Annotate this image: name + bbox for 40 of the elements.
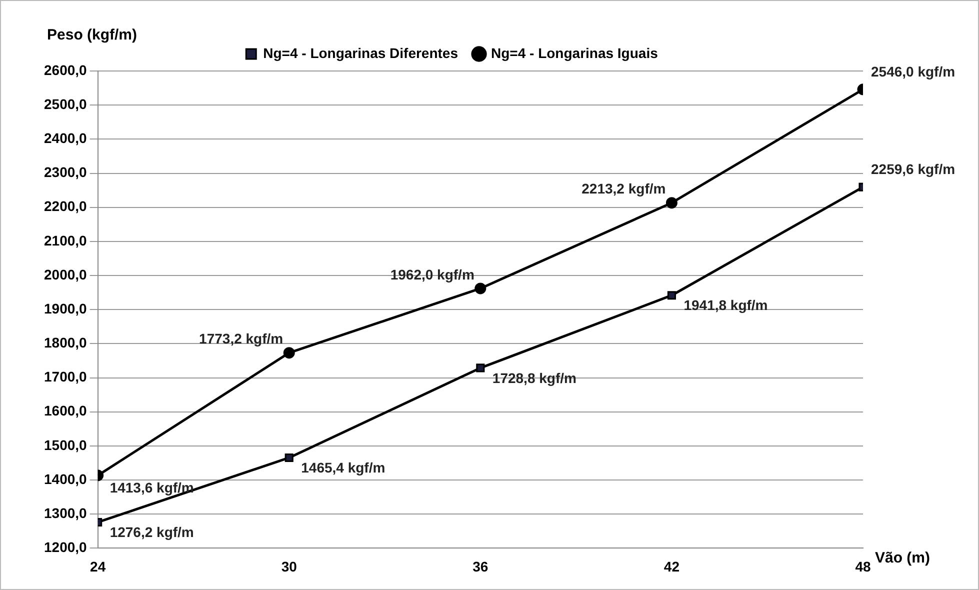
point — [476, 364, 485, 372]
y-tick-label: 1300,0 — [44, 504, 88, 521]
x-tick-label: 36 — [472, 558, 488, 574]
point — [666, 197, 678, 209]
y-tick-label: 2200,0 — [44, 198, 88, 214]
data-label: 1941,8 kgf/m — [684, 297, 768, 314]
y-tick-label: 1500,0 — [44, 436, 88, 453]
legend-label: Ng=4 - Longarinas Iguais — [491, 44, 658, 61]
y-tick-label: 2000,0 — [44, 266, 88, 282]
point — [283, 347, 295, 359]
y-tick-label: 1800,0 — [44, 334, 88, 351]
data-label: 2213,2 kgf/m — [582, 180, 666, 197]
x-tick-label: 42 — [664, 558, 680, 574]
y-tick-label: 2400,0 — [44, 130, 88, 146]
legend-label: Ng=4 - Longarinas Diferentes — [263, 44, 458, 61]
data-label: 2546,0 kgf/m — [871, 63, 956, 80]
y-tick-label: 1600,0 — [44, 402, 88, 419]
y-tick-label: 1400,0 — [44, 470, 88, 487]
data-label: 1773,2 kgf/m — [199, 330, 284, 347]
data-label: 1465,4 kgf/m — [301, 460, 386, 476]
y-tick-label: 1900,0 — [44, 300, 88, 316]
y-tick-label: 2500,0 — [44, 96, 88, 112]
data-label: 1962,0 kgf/m — [390, 266, 474, 282]
data-label: 1276,2 kgf/m — [110, 524, 194, 540]
data-label: 1728,8 kgf/m — [492, 370, 576, 386]
y-axis-title: Peso (kgf/m) — [47, 26, 138, 44]
x-tick-label: 24 — [90, 558, 106, 574]
x-tick-label: 48 — [855, 558, 871, 574]
data-label: 1413,6 kgf/m — [110, 479, 194, 496]
x-axis-title: Vão (m) — [875, 549, 930, 566]
y-tick-label: 2100,0 — [44, 232, 88, 248]
y-tick-label: 2600,0 — [44, 62, 88, 78]
x-tick-label: 30 — [281, 558, 298, 574]
y-tick-label: 1700,0 — [44, 368, 88, 385]
y-tick-label: 2300,0 — [44, 164, 88, 180]
point — [667, 291, 676, 300]
y-tick-label: 1200,0 — [44, 539, 88, 556]
data-label: 2259,6 kgf/m — [871, 160, 956, 177]
point — [284, 453, 294, 462]
point — [474, 282, 486, 294]
